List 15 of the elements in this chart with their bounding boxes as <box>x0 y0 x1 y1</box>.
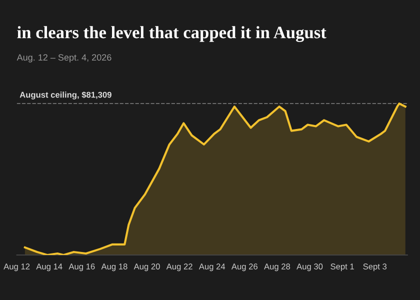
x-tick-label: Aug 20 <box>134 264 160 272</box>
x-tick-label: Aug 24 <box>198 264 226 272</box>
x-tick-label: Aug 14 <box>36 264 62 272</box>
x-tick-label: Sept 3 <box>363 264 387 272</box>
x-tick-label: Aug 18 <box>101 264 128 272</box>
ref-line-label: August ceiling, $81,309 <box>20 91 112 100</box>
chart-title: in clears the level that capped it in August <box>17 26 326 42</box>
x-tick-label: Aug 22 <box>166 264 192 272</box>
x-tick-label: Aug 28 <box>264 264 290 272</box>
x-tick-label: Sept 1 <box>330 264 354 272</box>
chart-subtitle: Aug. 12 – Sept. 4, 2026 <box>16 54 112 62</box>
x-tick-label: Aug 26 <box>231 264 258 272</box>
x-tick-label: Aug 12 <box>4 264 30 272</box>
x-tick-label: Aug 16 <box>68 264 95 272</box>
x-tick-label: Aug 30 <box>296 264 323 272</box>
